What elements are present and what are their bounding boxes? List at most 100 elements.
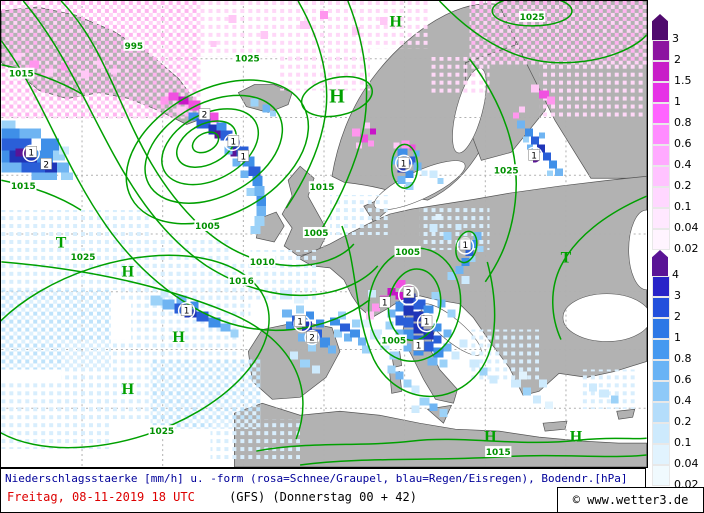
- precip-cell: [250, 98, 259, 107]
- legend-swatch: [652, 14, 668, 40]
- isobar-label: 1010: [250, 258, 275, 268]
- precip-cell: [443, 232, 452, 240]
- precip-cell: [527, 144, 534, 151]
- precip-cell: [174, 303, 187, 314]
- pressure-center-low: T: [561, 249, 572, 266]
- precip-cell: [190, 301, 199, 310]
- precip-cell: [395, 315, 404, 326]
- precip-cell: [250, 226, 261, 234]
- precip-cell: [455, 224, 462, 231]
- isobar-label: 1015: [310, 183, 335, 193]
- precip-cell: [1, 162, 22, 173]
- legend-value: 0.1: [674, 200, 692, 213]
- isobars-layer: [1, 1, 647, 466]
- precip-amount-label: 1: [240, 152, 246, 162]
- legend-step: 3: [652, 14, 699, 45]
- precip-cell: [519, 371, 528, 380]
- legend-value: 0.2: [674, 415, 692, 428]
- precip-cell: [610, 395, 619, 404]
- precip-amount-box: [227, 135, 240, 147]
- isobar-label-box: [308, 181, 336, 193]
- precip-cell: [256, 196, 267, 207]
- precip-dither-patch: [1, 379, 111, 450]
- legend-value: 0.4: [674, 394, 692, 407]
- precip-cell: [549, 160, 557, 169]
- isobar-label: 1016: [229, 277, 254, 287]
- legend-step: 0.1: [652, 187, 699, 213]
- land-north-africa: [234, 402, 647, 467]
- caption-model-run: (GFS) (Donnerstag 00 + 42): [229, 490, 417, 504]
- precip-cell: [545, 401, 554, 410]
- legend-step: 0.04: [652, 208, 699, 234]
- precip-cell: [96, 60, 105, 69]
- precip-cell: [395, 329, 404, 338]
- pressure-center-low: T: [56, 234, 67, 251]
- precip-cell: [329, 317, 340, 326]
- precip-cell: [178, 96, 189, 105]
- precip-cell: [1, 120, 16, 129]
- precip-amount-box: [25, 146, 37, 158]
- isobar-label-box: [234, 52, 261, 64]
- precip-cell: [224, 146, 233, 155]
- precip-cell: [369, 128, 376, 135]
- precip-cell: [228, 14, 237, 23]
- precip-amount-box: [412, 339, 425, 351]
- legend-step: 0.2: [652, 166, 699, 192]
- precip-cell: [45, 162, 62, 173]
- precip-cell: [379, 16, 388, 25]
- precip-amount-label: 2: [43, 160, 49, 170]
- precip-cell: [387, 365, 396, 374]
- precip-amount-box: [237, 150, 250, 162]
- isobar-label-box: [10, 180, 37, 192]
- isobar-label: 995: [124, 42, 143, 52]
- precip-cell: [357, 337, 366, 346]
- precip-cell: [162, 299, 175, 310]
- precipitation-map: 1015 995 1025 1025 1015 1005 1010 1005 1015 1025 1…: [0, 0, 648, 468]
- precip-amount-label: 2: [309, 334, 315, 344]
- isobar-label: 1005: [381, 337, 406, 347]
- precip-cell: [437, 178, 444, 185]
- precip-cell: [531, 84, 540, 93]
- precip-cell: [53, 150, 66, 161]
- precip-cell: [343, 333, 352, 342]
- precip-cell: [308, 343, 317, 352]
- precip-cell: [349, 329, 360, 338]
- precip-cell: [395, 279, 406, 288]
- legend-value: 1: [674, 331, 681, 344]
- precip-cell: [294, 295, 305, 304]
- precip-cell: [423, 305, 434, 314]
- precip-cell: [431, 291, 440, 300]
- legend-swatch: [652, 82, 670, 103]
- precip-cell: [405, 170, 414, 179]
- precip-cell: [312, 365, 321, 374]
- precip-cell: [232, 158, 241, 167]
- pressure-center-high: H: [122, 263, 135, 280]
- legend-swatch: [652, 297, 670, 318]
- isobar-label-box: [228, 274, 255, 286]
- precip-cell: [469, 255, 476, 262]
- precip-cell: [246, 188, 255, 197]
- precip-cell: [473, 232, 482, 240]
- precip-cell: [296, 305, 305, 314]
- precip-cell: [300, 359, 311, 368]
- precip-amount-label: 1: [382, 299, 388, 309]
- precip-cell: [413, 347, 424, 356]
- precip-cell: [61, 62, 70, 71]
- copyright-box: © www.wetter3.de: [557, 487, 704, 513]
- precip-cell: [248, 166, 261, 177]
- precip-cell: [439, 359, 448, 368]
- precip-cell: [320, 10, 328, 19]
- precip-cell: [547, 96, 556, 105]
- legend-rain-scale: 4 3 2 1 0.8 0.6 0.4 0.2 0.1 0.04 0.02: [652, 250, 699, 491]
- precip-cell: [469, 359, 480, 368]
- precip-cell: [230, 148, 239, 157]
- legend-swatch: [652, 166, 670, 187]
- precip-cell: [210, 40, 217, 47]
- land-crete: [542, 420, 568, 432]
- precip-cell: [1, 128, 22, 139]
- precip-cell: [403, 293, 416, 304]
- isobar-label: 1025: [235, 55, 260, 65]
- legend-swatch: [652, 423, 670, 444]
- precip-cell: [461, 275, 470, 284]
- precip-amount-box: [528, 149, 540, 161]
